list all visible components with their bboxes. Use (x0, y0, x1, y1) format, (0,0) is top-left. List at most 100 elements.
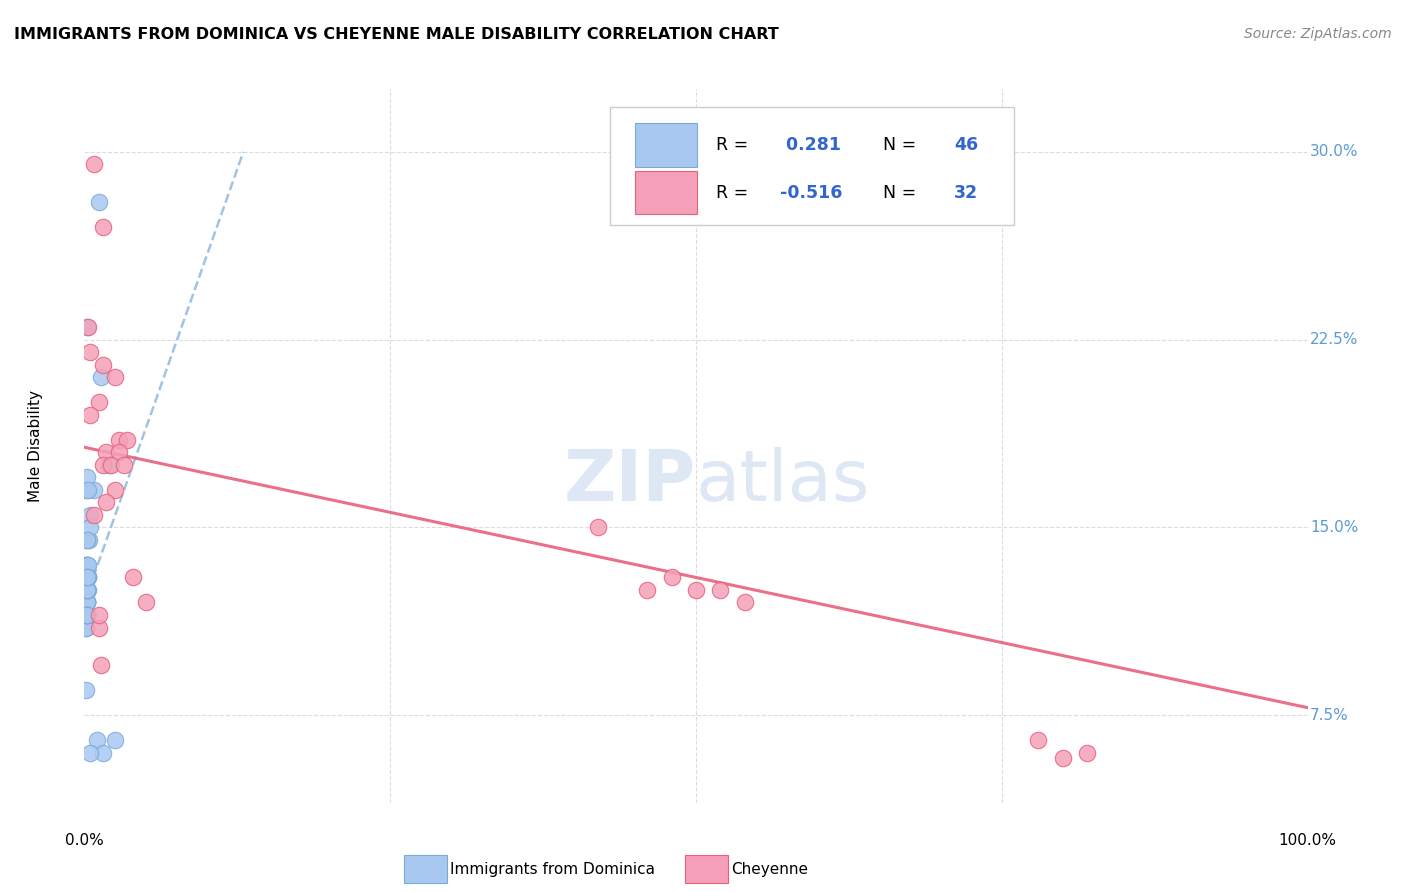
Point (75, 558, 97, 572)
Point (115, 433, 138, 447)
Point (112, 458, 135, 472)
Text: 0.0%: 0.0% (65, 833, 104, 848)
Point (76, 582, 98, 597)
Text: atlas: atlas (696, 447, 870, 516)
Point (107, 445, 129, 459)
Point (97, 458, 120, 472)
Point (90, 658, 112, 673)
Text: N =: N = (872, 136, 922, 153)
Point (76, 607, 98, 622)
Point (636, 582, 658, 597)
Text: -0.516: -0.516 (780, 184, 842, 202)
Point (96, 445, 118, 459)
FancyBboxPatch shape (636, 171, 697, 214)
Point (76, 595, 98, 609)
Point (86, 733, 108, 747)
Point (75, 621, 97, 635)
Point (685, 582, 707, 597)
Point (76, 607, 98, 622)
Point (104, 733, 127, 747)
Point (75, 483, 97, 497)
Point (77, 570, 100, 584)
Point (75, 607, 97, 622)
Text: 100.0%: 100.0% (1278, 833, 1337, 848)
Point (75, 607, 97, 622)
Point (76, 533, 98, 547)
Text: 7.5%: 7.5% (1310, 707, 1348, 723)
Point (83, 508, 105, 522)
Point (76, 558, 98, 572)
Point (87, 621, 110, 635)
Text: 0.281: 0.281 (780, 136, 841, 153)
Point (122, 570, 145, 584)
Text: 32: 32 (955, 184, 979, 202)
Point (77, 483, 100, 497)
Point (77, 570, 100, 584)
Point (77, 320, 100, 334)
Point (91, 358, 114, 372)
Point (135, 595, 157, 609)
Point (709, 582, 731, 597)
Point (91, 219, 114, 234)
Text: N =: N = (872, 184, 922, 202)
Point (76, 582, 98, 597)
Text: 22.5%: 22.5% (1310, 332, 1358, 347)
Point (83, 157, 105, 171)
Text: 15.0%: 15.0% (1310, 520, 1358, 535)
Point (76, 607, 98, 622)
Point (87, 395, 110, 409)
Point (76, 595, 98, 609)
Point (76, 595, 98, 609)
Point (76, 607, 98, 622)
Point (1052, 750, 1074, 764)
Point (76, 533, 98, 547)
Point (79, 746, 101, 760)
Point (100, 458, 122, 472)
Point (77, 558, 100, 572)
Point (87, 607, 110, 622)
Point (76, 582, 98, 597)
Point (586, 520, 609, 534)
Point (76, 607, 98, 622)
Point (83, 483, 105, 497)
Text: 30.0%: 30.0% (1310, 145, 1358, 160)
Point (79, 520, 101, 534)
Text: 46: 46 (955, 136, 979, 153)
Point (96, 495, 118, 509)
Point (90, 370, 112, 384)
Point (76, 595, 98, 609)
Point (76, 607, 98, 622)
Point (91, 458, 114, 472)
Point (79, 345, 101, 359)
Text: Source: ZipAtlas.com: Source: ZipAtlas.com (1244, 27, 1392, 41)
Point (77, 533, 100, 547)
FancyBboxPatch shape (610, 107, 1014, 225)
FancyBboxPatch shape (636, 123, 697, 167)
Text: R =: R = (716, 136, 754, 153)
Text: Immigrants from Dominica: Immigrants from Dominica (450, 863, 655, 877)
Point (104, 370, 127, 384)
Point (1028, 733, 1050, 747)
Point (91, 746, 114, 760)
Point (734, 595, 756, 609)
Point (79, 408, 101, 422)
Point (75, 683, 97, 698)
Text: Male Disability: Male Disability (28, 390, 44, 502)
Text: IMMIGRANTS FROM DOMINICA VS CHEYENNE MALE DISABILITY CORRELATION CHART: IMMIGRANTS FROM DOMINICA VS CHEYENNE MAL… (14, 27, 779, 42)
Point (76, 320, 98, 334)
Point (87, 194, 110, 209)
Point (1076, 746, 1098, 760)
Point (104, 483, 127, 497)
Point (76, 558, 98, 572)
Point (77, 582, 100, 597)
Point (76, 595, 98, 609)
Text: R =: R = (716, 184, 754, 202)
Point (661, 570, 683, 584)
Point (75, 621, 97, 635)
Point (107, 433, 129, 447)
Point (76, 582, 98, 597)
Point (76, 570, 98, 584)
Point (77, 570, 100, 584)
Text: Cheyenne: Cheyenne (731, 863, 808, 877)
Point (76, 470, 98, 484)
